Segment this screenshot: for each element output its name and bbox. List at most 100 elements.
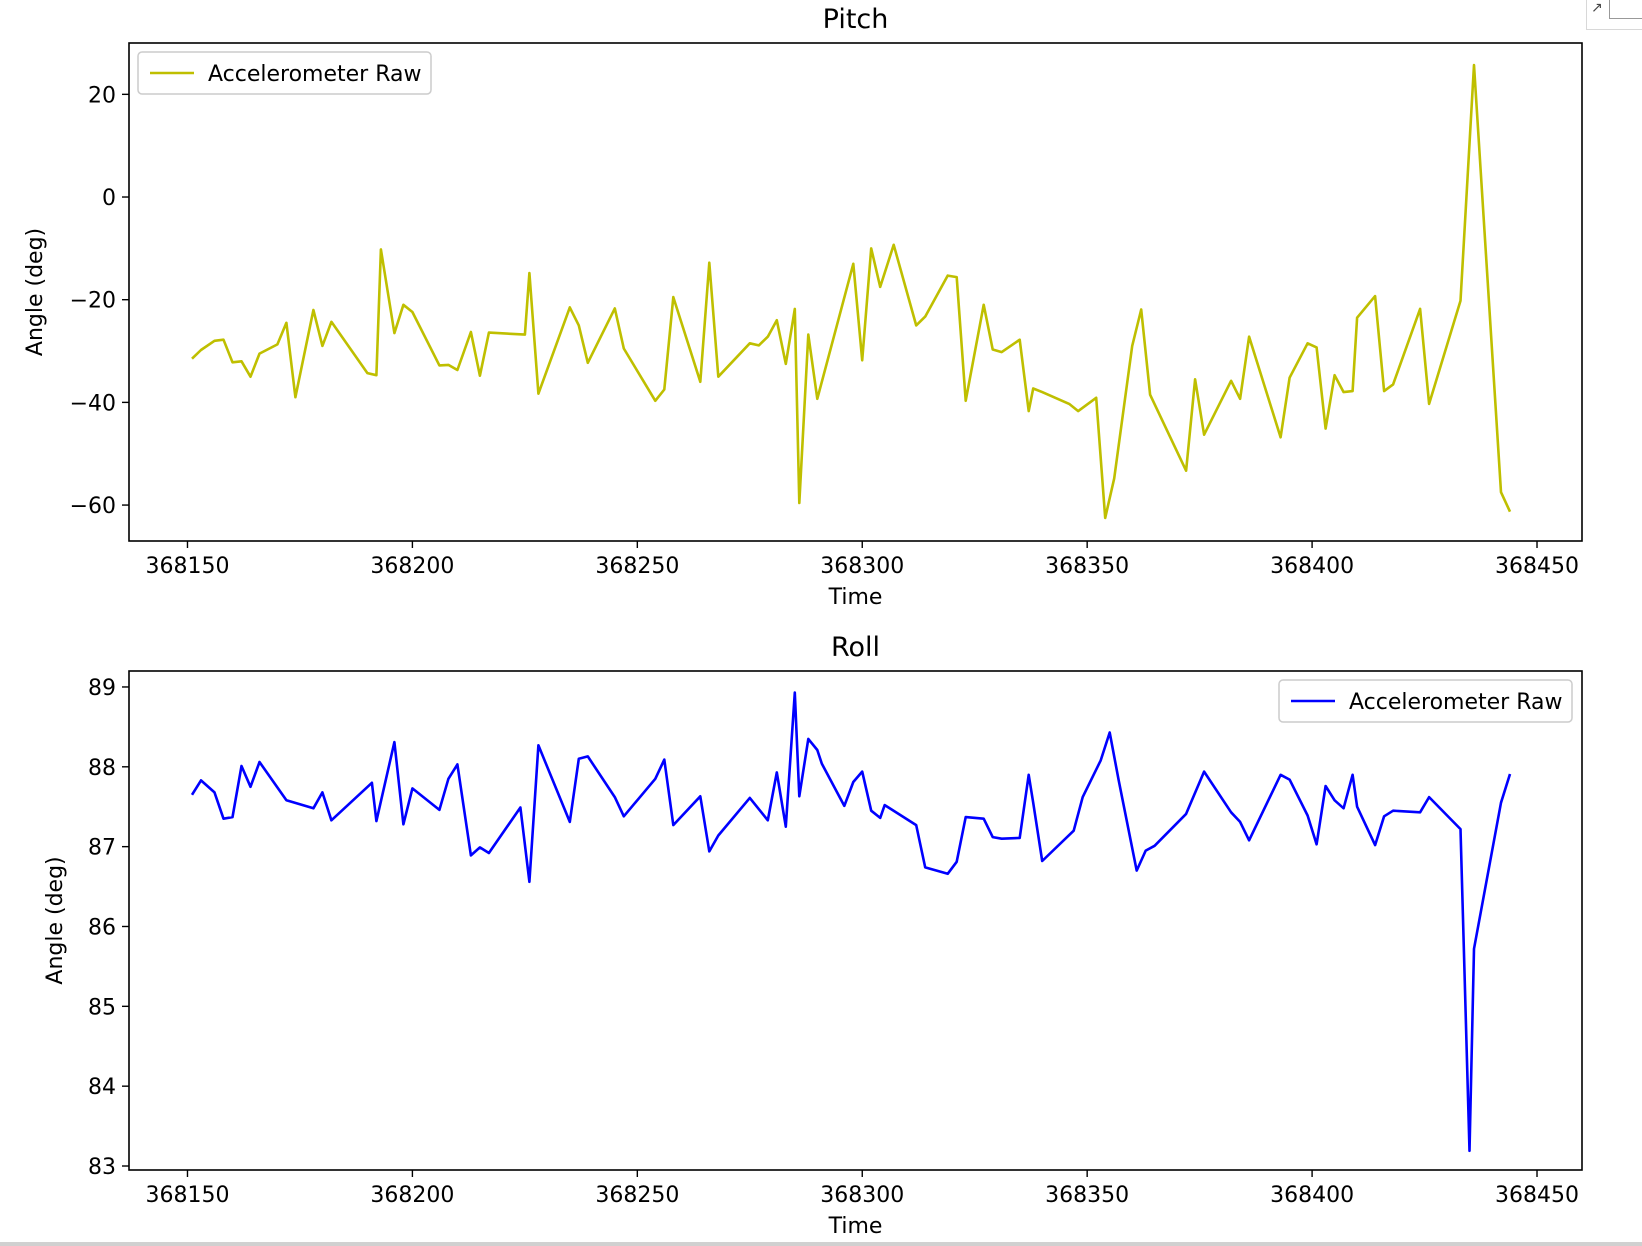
data-point xyxy=(1473,64,1475,66)
data-point xyxy=(1203,770,1205,772)
data-point xyxy=(222,818,224,820)
data-point xyxy=(456,369,458,371)
data-point xyxy=(956,276,958,278)
data-point xyxy=(312,309,314,311)
data-point xyxy=(587,755,589,757)
data-point xyxy=(807,738,809,740)
data-point xyxy=(330,321,332,323)
y-tick-label: −20 xyxy=(70,289,116,314)
data-point xyxy=(1315,843,1317,845)
data-point xyxy=(794,691,796,693)
data-point xyxy=(569,306,571,308)
data-point xyxy=(947,274,949,276)
data-point xyxy=(1392,810,1394,812)
y-tick-label: 83 xyxy=(88,1155,116,1180)
data-point xyxy=(578,324,580,326)
data-point xyxy=(569,821,571,823)
data-point xyxy=(924,315,926,317)
data-point xyxy=(294,396,296,398)
data-point xyxy=(393,332,395,334)
data-point xyxy=(1019,837,1021,839)
data-point xyxy=(191,794,193,796)
data-point xyxy=(1419,308,1421,310)
data-point xyxy=(717,834,719,836)
data-point xyxy=(1279,774,1281,776)
data-point xyxy=(924,866,926,868)
data-point xyxy=(537,393,539,395)
data-point xyxy=(447,364,449,366)
data-point xyxy=(1351,390,1353,392)
data-point xyxy=(776,319,778,321)
window-corner-widget: ↗ xyxy=(1586,0,1642,30)
data-point xyxy=(1333,799,1335,801)
data-point xyxy=(456,763,458,765)
data-point xyxy=(1239,398,1241,400)
data-point xyxy=(879,817,881,819)
data-point xyxy=(816,398,818,400)
data-point xyxy=(479,846,481,848)
data-point xyxy=(1118,779,1120,781)
data-point xyxy=(321,791,323,793)
data-point xyxy=(884,804,886,806)
data-point xyxy=(1095,397,1097,399)
data-point xyxy=(1185,470,1187,472)
data-point xyxy=(1149,394,1151,396)
data-point xyxy=(1383,815,1385,817)
data-point xyxy=(411,311,413,313)
y-tick-label: 84 xyxy=(88,1075,116,1100)
data-point xyxy=(717,376,719,378)
data-point xyxy=(1324,785,1326,787)
data-point xyxy=(1374,295,1376,297)
series-line xyxy=(190,691,1512,1153)
data-point xyxy=(983,304,985,306)
x-tick-label: 368250 xyxy=(595,554,679,579)
data-point xyxy=(1082,796,1084,798)
data-point xyxy=(983,818,985,820)
y-tick-label: 88 xyxy=(88,756,116,781)
data-point xyxy=(1028,774,1030,776)
data-point xyxy=(776,771,778,773)
data-point xyxy=(654,400,656,402)
data-point xyxy=(524,333,526,335)
data-point xyxy=(1459,828,1461,830)
data-point xyxy=(488,331,490,333)
data-point xyxy=(1077,410,1079,412)
data-point xyxy=(330,819,332,821)
data-point xyxy=(1073,830,1075,832)
panel-roll: Roll 368150 368200 368250 368300 368350 368400… xyxy=(43,632,1583,1239)
data-point xyxy=(767,819,769,821)
data-point xyxy=(1374,844,1376,846)
data-point xyxy=(749,797,751,799)
data-point xyxy=(1306,814,1308,816)
data-point xyxy=(1419,811,1421,813)
data-point xyxy=(807,333,809,335)
data-point xyxy=(240,360,242,362)
y-axis-label: Angle (deg) xyxy=(23,228,48,356)
data-point xyxy=(1194,378,1196,380)
corner-field xyxy=(1609,0,1642,19)
data-point xyxy=(231,361,233,363)
data-point xyxy=(1068,403,1070,405)
data-point xyxy=(1279,436,1281,438)
data-point xyxy=(438,809,440,811)
y-tick-label: −60 xyxy=(70,494,116,519)
data-point xyxy=(1001,838,1003,840)
data-point xyxy=(699,381,701,383)
data-point xyxy=(231,816,233,818)
data-point xyxy=(402,304,404,306)
data-point xyxy=(285,799,287,801)
data-point xyxy=(312,807,314,809)
x-tick-label: 368150 xyxy=(145,554,229,579)
data-point xyxy=(1428,796,1430,798)
data-point xyxy=(578,758,580,760)
y-tick-label: 0 xyxy=(102,186,116,211)
data-point xyxy=(798,502,800,504)
data-point xyxy=(1333,374,1335,376)
chart-title: Pitch xyxy=(823,4,889,35)
data-point xyxy=(528,272,530,274)
data-point xyxy=(1459,300,1461,302)
data-point xyxy=(672,296,674,298)
data-point xyxy=(852,781,854,783)
data-point xyxy=(852,263,854,265)
data-point xyxy=(672,824,674,826)
